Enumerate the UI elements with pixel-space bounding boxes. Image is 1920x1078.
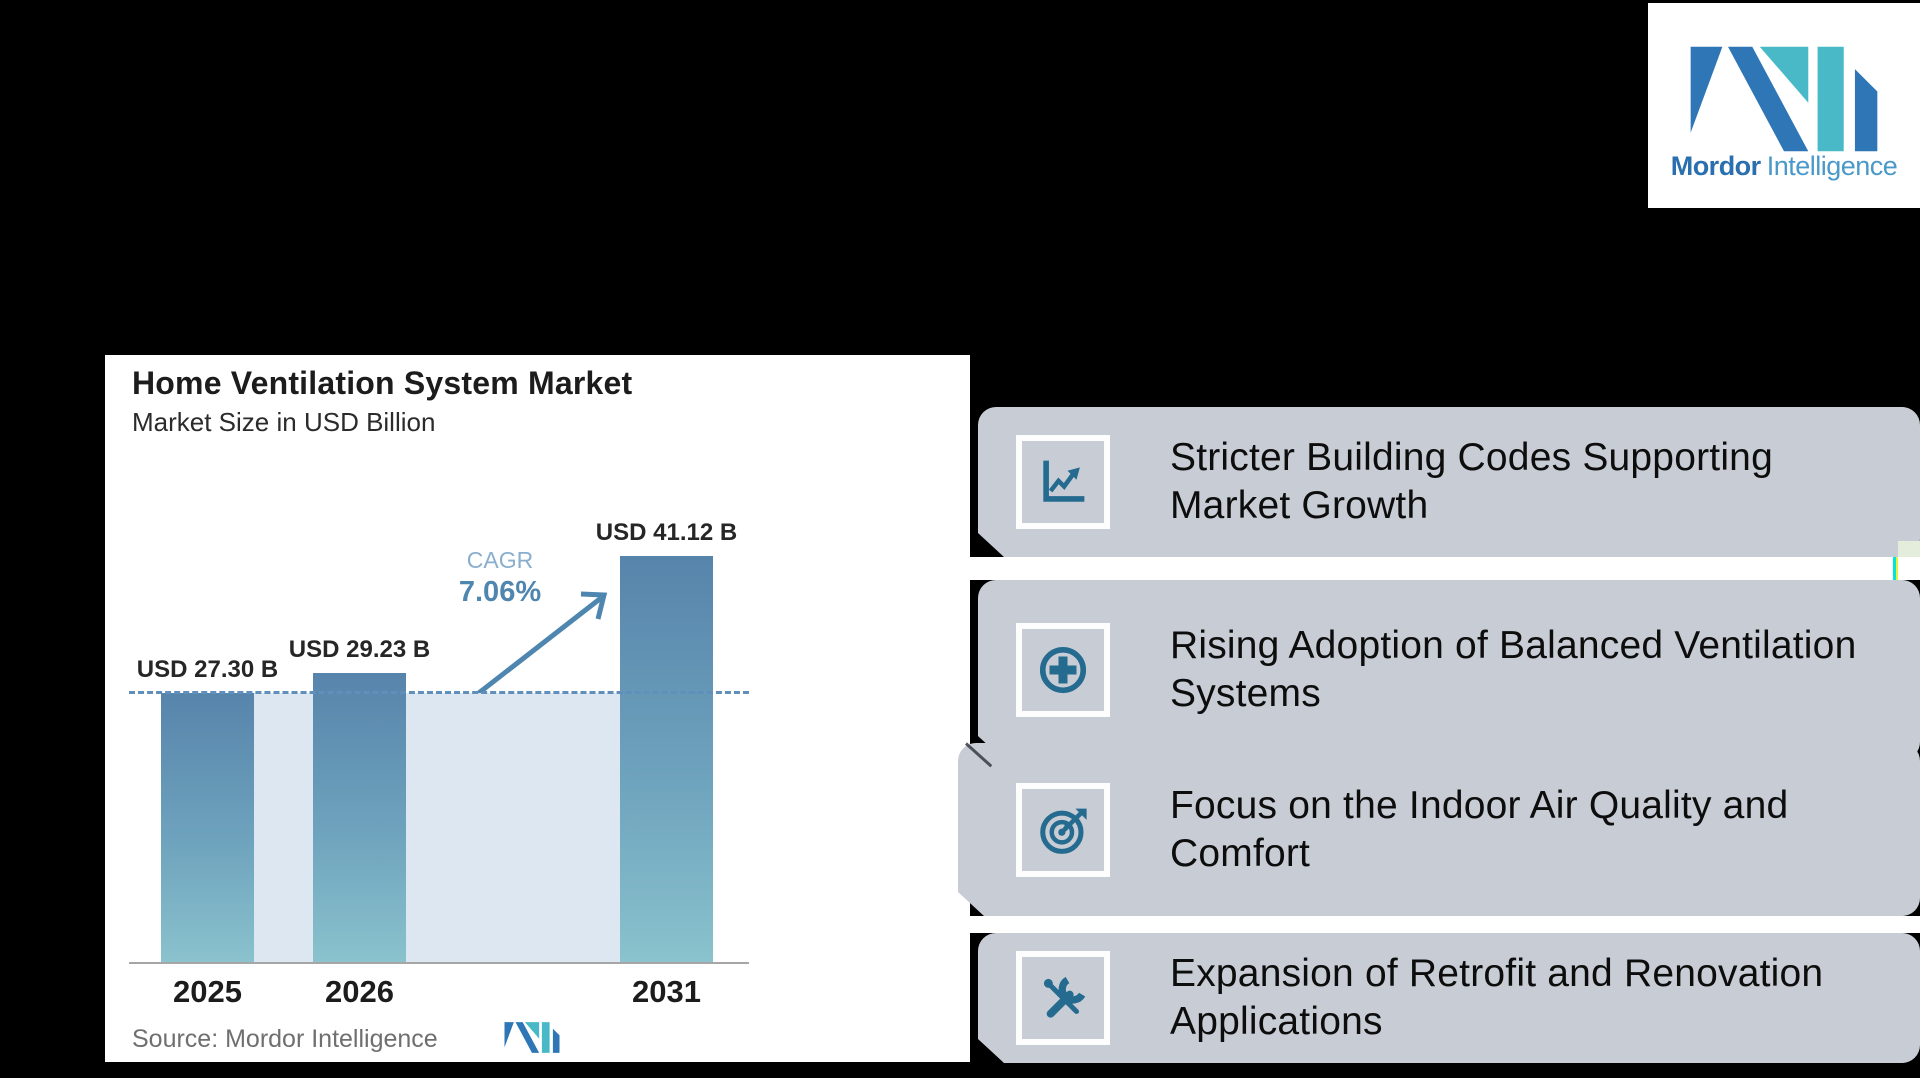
driver-text: Stricter Building Codes Supporting Marke… — [1170, 436, 1773, 527]
chart-title: Home Ventilation System Market — [132, 365, 633, 401]
cyan-line-artifact — [1893, 557, 1896, 580]
driver-box-air-quality: Focus on the Indoor Air Quality and Comf… — [958, 743, 1920, 916]
x-tick-label: 2026 — [325, 974, 394, 1009]
line-chart-icon — [1036, 455, 1090, 509]
icon-frame — [1016, 783, 1110, 877]
brand-name-light: Intelligence — [1766, 151, 1898, 181]
mordor-monogram-small-icon — [504, 1022, 560, 1053]
source-attribution: Source: Mordor Intelligence — [132, 1025, 438, 1053]
x-tick-label: 2031 — [632, 974, 701, 1009]
bar-2025 — [161, 693, 254, 962]
bar-value-label: USD 41.12 B — [595, 519, 738, 546]
bar-value-label: USD 29.23 B — [288, 636, 431, 663]
cagr-value: 7.06% — [458, 576, 542, 608]
target-arrow-icon — [1036, 803, 1090, 857]
yellow-line-artifact — [1896, 557, 1898, 580]
x-tick-label: 2025 — [173, 974, 242, 1009]
cagr-annotation: CAGR 7.06% — [435, 547, 565, 609]
bar-2031 — [620, 556, 713, 962]
driver-box-building-codes: Stricter Building Codes Supporting Marke… — [978, 407, 1920, 557]
mordor-logo-panel: Mordor Intelligence — [1648, 3, 1920, 208]
mordor-monogram-icon — [1690, 46, 1878, 152]
driver-text: Focus on the Indoor Air Quality and Comf… — [1170, 783, 1789, 875]
icon-frame — [1016, 623, 1110, 717]
box-gap-strip-2 — [955, 916, 1920, 933]
green-tint-artifact — [1898, 541, 1920, 557]
x-axis-line — [129, 962, 749, 964]
box-gap-strip-1 — [955, 557, 1920, 580]
bar-2026 — [313, 673, 406, 962]
driver-text: Rising Adoption of Balanced Ventilation … — [1170, 624, 1857, 715]
brand-name-bold: Mordor — [1670, 151, 1761, 181]
driver-box-balanced-ventilation: Rising Adoption of Balanced Ventilation … — [978, 580, 1920, 760]
bar-value-label: USD 27.30 B — [136, 656, 279, 683]
bar-chart-plot: CAGR 7.06% USD 27.30 B 2025 USD 29.23 B 202… — [105, 355, 970, 1062]
reference-dashed-line — [129, 691, 749, 694]
chart-subtitle: Market Size in USD Billion — [132, 407, 436, 437]
icon-frame — [1016, 435, 1110, 529]
cagr-label: CAGR — [466, 547, 534, 573]
tools-icon — [1036, 971, 1090, 1025]
market-chart-card: Home Ventilation System Market Market Si… — [105, 355, 970, 1062]
driver-text: Expansion of Retrofit and Renovation App… — [1170, 952, 1824, 1043]
driver-box-retrofit-renovation: Expansion of Retrofit and Renovation App… — [978, 933, 1920, 1063]
icon-frame — [1016, 951, 1110, 1045]
brand-wordmark: Mordor Intelligence — [1648, 151, 1920, 182]
plus-circle-icon — [1036, 643, 1090, 697]
